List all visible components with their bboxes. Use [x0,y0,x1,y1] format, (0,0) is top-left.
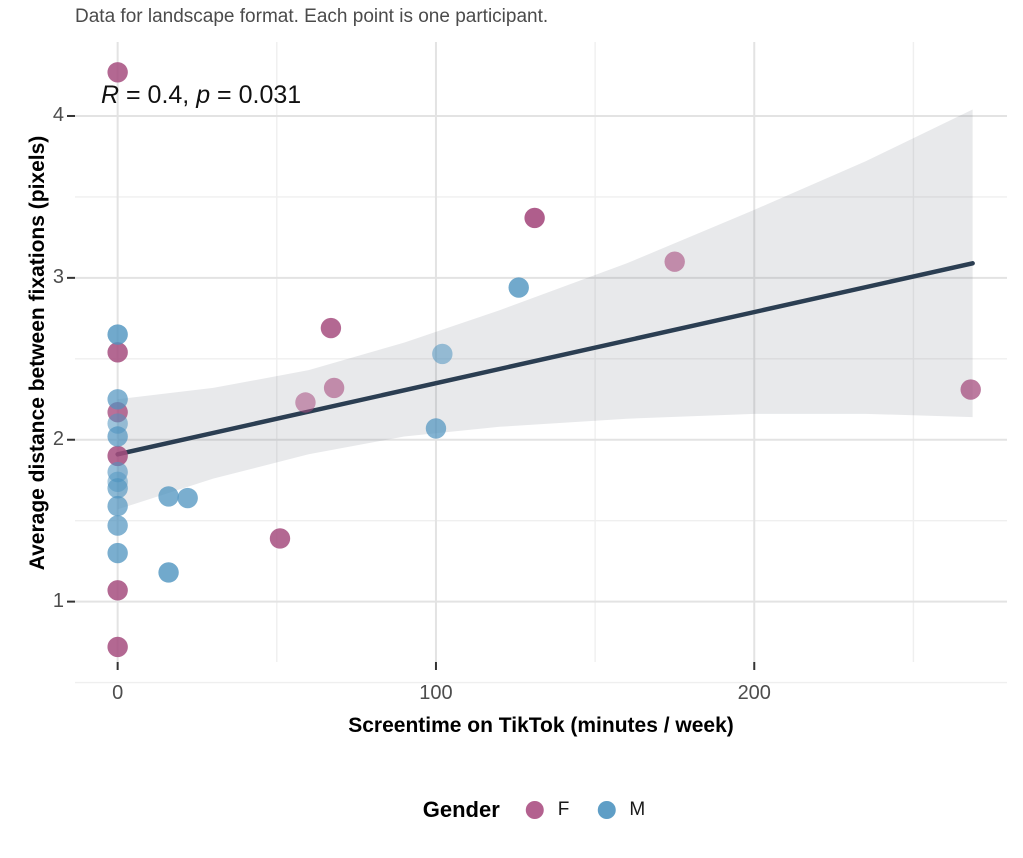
legend-swatch-m [597,801,616,819]
x-tick-label: 0 [112,682,124,704]
data-point-m [158,562,179,583]
data-point-f [269,528,291,549]
r-symbol: R [101,81,120,109]
data-point-m [177,487,198,509]
y-tick-label: 2 [52,427,64,450]
legend-item-m: M [597,799,645,821]
data-point-m [107,495,128,517]
x-tick-label: 100 [419,682,453,704]
data-point-f [107,636,128,658]
plot-panel [67,42,1007,684]
data-point-f [664,251,685,272]
data-point-m [107,478,128,499]
y-tick-label: 1 [52,589,64,612]
data-point-f [295,392,316,413]
y-tick-label: 3 [52,265,64,288]
x-axis-title: Screentime on TikTok (minutes / week) [348,714,734,737]
data-point-f [107,580,128,601]
legend-title: Gender [422,797,500,822]
confidence-band [117,109,973,510]
p-symbol: p [196,81,211,109]
data-point-f [320,317,342,339]
data-point-m [432,343,453,365]
data-point-m [107,515,128,536]
data-point-f [323,377,345,399]
data-point-f [107,62,128,83]
r-value: = 0.4, [119,81,197,109]
data-point-m [158,486,179,507]
y-axis-title: Average distance between fixations (pixe… [26,135,49,571]
data-point-m [107,389,128,410]
legend: Gender F M [423,797,659,823]
data-point-f [960,379,981,400]
regression-line [115,261,975,457]
x-tick-label: 200 [737,682,771,704]
plot-svg [67,42,1007,684]
legend-swatch-f [525,801,544,819]
chart-subtitle: Data for landscape format. Each point is… [75,6,549,27]
legend-label-m: M [629,799,646,820]
data-point-m [107,542,128,564]
y-tick-label: 4 [52,103,64,126]
legend-item-f: F [525,799,570,821]
data-point-m [508,277,529,298]
data-point-m [107,324,128,345]
data-point-f [107,342,128,363]
data-point-f [524,207,545,229]
data-point-f [107,445,128,467]
data-point-m [425,418,447,439]
data-point-m [107,426,128,447]
correlation-annotation: R = 0.4, p = 0.031 [101,81,301,110]
p-value: = 0.031 [210,81,302,109]
legend-label-f: F [557,799,570,820]
